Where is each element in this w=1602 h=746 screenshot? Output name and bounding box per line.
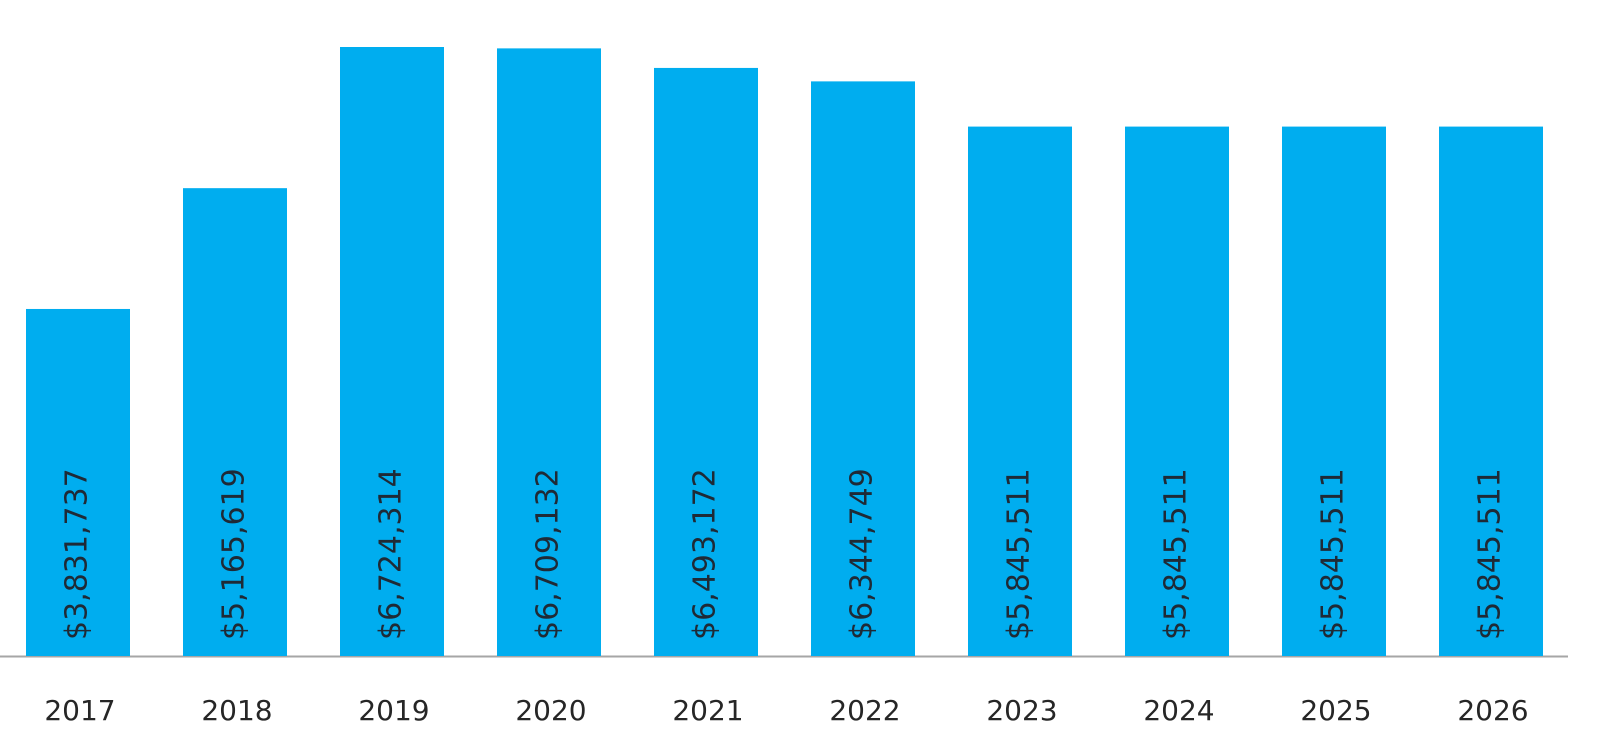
value-label: $5,845,511 (1002, 468, 1037, 640)
bar (340, 47, 444, 656)
x-tick-label: 2020 (515, 694, 586, 727)
bar (1282, 126, 1386, 656)
bar (968, 126, 1072, 656)
bar (1439, 126, 1543, 656)
value-label: $5,165,619 (217, 468, 252, 640)
x-tick-label: 2026 (1457, 694, 1528, 727)
x-tick-label: 2025 (1300, 694, 1371, 727)
value-label: $5,845,511 (1473, 468, 1508, 640)
bar (1125, 126, 1229, 656)
value-label: $6,493,172 (688, 468, 723, 640)
x-tick-label: 2018 (201, 694, 272, 727)
x-tick-label: 2022 (829, 694, 900, 727)
bar (183, 188, 287, 656)
value-label: $6,344,749 (845, 468, 880, 640)
value-label: $6,709,132 (531, 468, 566, 640)
bar (26, 308, 130, 656)
value-label: $5,845,511 (1159, 468, 1194, 640)
bar (497, 48, 601, 656)
value-label: $3,831,737 (60, 468, 95, 640)
x-tick-label: 2019 (358, 694, 429, 727)
bar (811, 81, 915, 657)
x-tick-label: 2017 (44, 694, 115, 727)
x-tick-label: 2024 (1143, 694, 1214, 727)
bar (654, 67, 758, 656)
x-tick-label: 2021 (672, 694, 743, 727)
value-label: $6,724,314 (374, 468, 409, 640)
value-label: $5,845,511 (1316, 468, 1351, 640)
x-tick-label: 2023 (986, 694, 1057, 727)
